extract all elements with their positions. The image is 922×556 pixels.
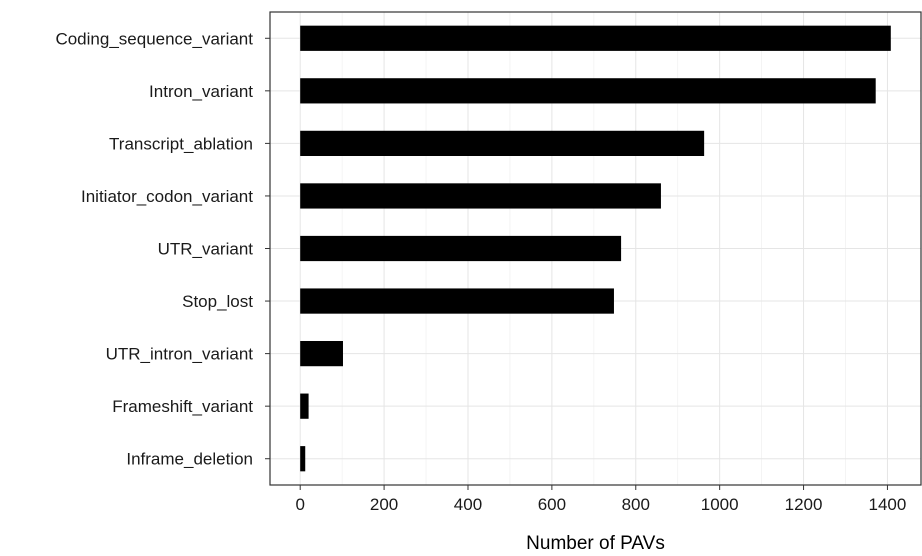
y-tick-label: UTR_intron_variant bbox=[106, 345, 254, 364]
x-tick-label: 1000 bbox=[701, 495, 739, 514]
y-axis-ticks: Coding_sequence_variant Intron_variant Tra… bbox=[55, 29, 270, 469]
bar bbox=[300, 78, 876, 104]
bar bbox=[300, 393, 309, 419]
x-axis-ticks: 0 200 400 600 800 1000 1200 1400 bbox=[295, 485, 906, 514]
x-tick-label: 200 bbox=[370, 495, 398, 514]
bar bbox=[300, 130, 705, 157]
bar bbox=[300, 340, 343, 367]
y-tick-label: Coding_sequence_variant bbox=[55, 29, 253, 48]
x-tick-label: 0 bbox=[295, 495, 304, 514]
x-tick-label: 1400 bbox=[869, 495, 907, 514]
y-tick-label: Transcript_ablation bbox=[109, 134, 253, 153]
bar bbox=[300, 183, 661, 209]
x-tick-label: 800 bbox=[622, 495, 650, 514]
x-tick-label: 400 bbox=[454, 495, 482, 514]
x-tick-label: 600 bbox=[538, 495, 566, 514]
x-tick-label: 1200 bbox=[785, 495, 823, 514]
bar bbox=[300, 288, 614, 314]
y-tick-label: Initiator_codon_variant bbox=[81, 187, 253, 206]
y-tick-label: Frameshift_variant bbox=[112, 397, 253, 416]
y-tick-label: Inframe_deletion bbox=[126, 450, 253, 469]
bar bbox=[300, 235, 622, 262]
y-tick-label: Intron_variant bbox=[149, 82, 253, 101]
bars bbox=[300, 25, 891, 472]
x-axis-title: Number of PAVs bbox=[526, 533, 665, 554]
bar bbox=[300, 446, 306, 472]
y-tick-label: UTR_variant bbox=[158, 240, 254, 259]
y-tick-label: Stop_lost bbox=[182, 292, 253, 311]
bar bbox=[300, 25, 891, 51]
